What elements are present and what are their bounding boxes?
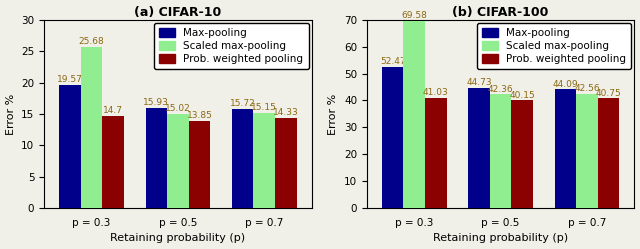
Bar xyxy=(576,94,598,208)
Text: 25.68: 25.68 xyxy=(79,37,104,46)
Text: 52.47: 52.47 xyxy=(380,57,406,66)
Text: 41.03: 41.03 xyxy=(423,88,449,97)
Text: 19.57: 19.57 xyxy=(57,75,83,84)
Bar xyxy=(189,121,211,208)
Bar xyxy=(102,116,124,208)
Legend: Max-pooling, Scaled max-pooling, Prob. weighted pooling: Max-pooling, Scaled max-pooling, Prob. w… xyxy=(477,23,631,69)
Text: 14.7: 14.7 xyxy=(103,106,123,115)
Bar xyxy=(403,21,425,208)
Bar xyxy=(555,89,576,208)
Bar xyxy=(468,88,490,208)
Bar xyxy=(275,118,296,208)
X-axis label: Retaining probability (p): Retaining probability (p) xyxy=(433,234,568,244)
Text: 42.36: 42.36 xyxy=(488,85,513,94)
Text: 40.15: 40.15 xyxy=(509,91,535,100)
Bar xyxy=(232,109,253,208)
Legend: Max-pooling, Scaled max-pooling, Prob. weighted pooling: Max-pooling, Scaled max-pooling, Prob. w… xyxy=(154,23,308,69)
Text: 13.85: 13.85 xyxy=(186,111,212,120)
Bar xyxy=(511,100,533,208)
Text: 44.09: 44.09 xyxy=(552,80,578,89)
Bar xyxy=(598,98,620,208)
Text: 44.73: 44.73 xyxy=(466,78,492,87)
Y-axis label: Error %: Error % xyxy=(328,93,339,134)
Text: 15.93: 15.93 xyxy=(143,98,169,107)
X-axis label: Retaining probability (p): Retaining probability (p) xyxy=(110,234,246,244)
Bar xyxy=(167,114,189,208)
Text: 40.75: 40.75 xyxy=(596,89,621,98)
Bar xyxy=(490,94,511,208)
Text: 69.58: 69.58 xyxy=(401,11,428,20)
Bar xyxy=(145,108,167,208)
Text: 42.56: 42.56 xyxy=(574,84,600,93)
Bar xyxy=(81,47,102,208)
Text: 14.33: 14.33 xyxy=(273,108,299,117)
Bar xyxy=(253,113,275,208)
Bar xyxy=(59,85,81,208)
Bar xyxy=(425,98,447,208)
Bar xyxy=(382,67,403,208)
Text: 15.72: 15.72 xyxy=(230,99,255,108)
Title: (a) CIFAR-10: (a) CIFAR-10 xyxy=(134,5,221,19)
Text: 15.15: 15.15 xyxy=(252,103,277,112)
Title: (b) CIFAR-100: (b) CIFAR-100 xyxy=(452,5,549,19)
Y-axis label: Error %: Error % xyxy=(6,93,15,134)
Text: 15.02: 15.02 xyxy=(165,104,191,113)
